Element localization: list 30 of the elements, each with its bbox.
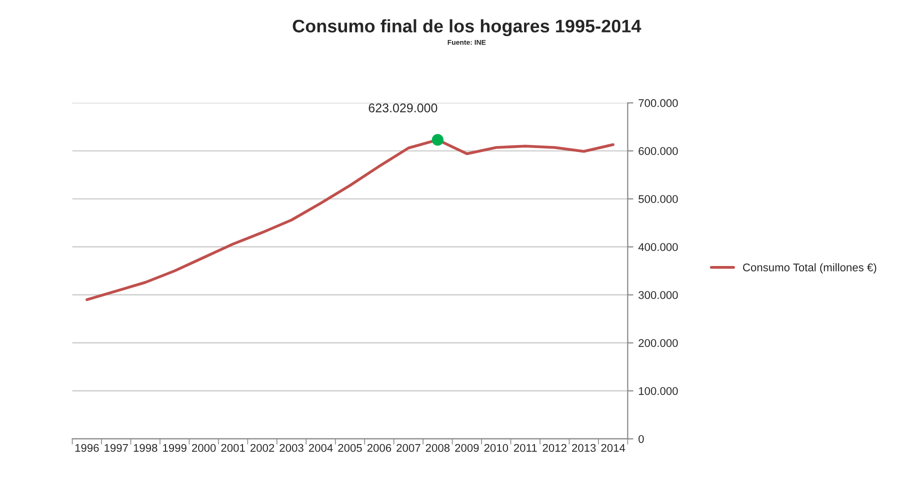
x-tick-label: 2012 (542, 444, 566, 452)
x-tick-label: 2006 (367, 444, 392, 452)
x-tick-label: 2014 (601, 444, 626, 452)
x-tick-label: 2008 (426, 444, 450, 452)
x-tick-label: 2004 (308, 444, 333, 452)
x-tick-label: 2010 (484, 444, 508, 452)
y-tick-label: 700.000 (638, 99, 678, 108)
legend-label: Consumo Total (millones €) (743, 263, 876, 274)
y-tick-label: 0 (638, 435, 644, 443)
x-tick-label: 2005 (338, 444, 362, 452)
y-tick-label: 300.000 (638, 291, 678, 299)
chart-title: Consumo final de los hogares 1995-2014 (292, 19, 642, 36)
x-tick-label: 2011 (514, 444, 537, 452)
y-tick-label: 400.000 (638, 243, 678, 251)
x-tick-label: 2003 (280, 444, 304, 452)
x-tick-label: 2013 (572, 444, 596, 452)
y-tick-label: 200.000 (638, 339, 678, 347)
x-tick-label: 1999 (163, 444, 186, 452)
x-tick-label: 2009 (455, 444, 479, 452)
x-tick-label: 1998 (134, 444, 158, 452)
x-tick-label: 2001 (221, 444, 245, 452)
x-tick-label: 2002 (250, 444, 274, 452)
y-tick-label: 100.000 (638, 387, 678, 395)
x-tick-label: 2007 (396, 444, 420, 452)
x-tick-label: 1996 (75, 444, 99, 452)
x-tick-label: 1997 (104, 444, 128, 452)
y-tick-label: 500.000 (638, 195, 678, 204)
y-tick-label: 600.000 (638, 147, 678, 156)
annotation: 623.029.000 (368, 104, 438, 112)
x-tick-label: 2000 (192, 444, 216, 452)
